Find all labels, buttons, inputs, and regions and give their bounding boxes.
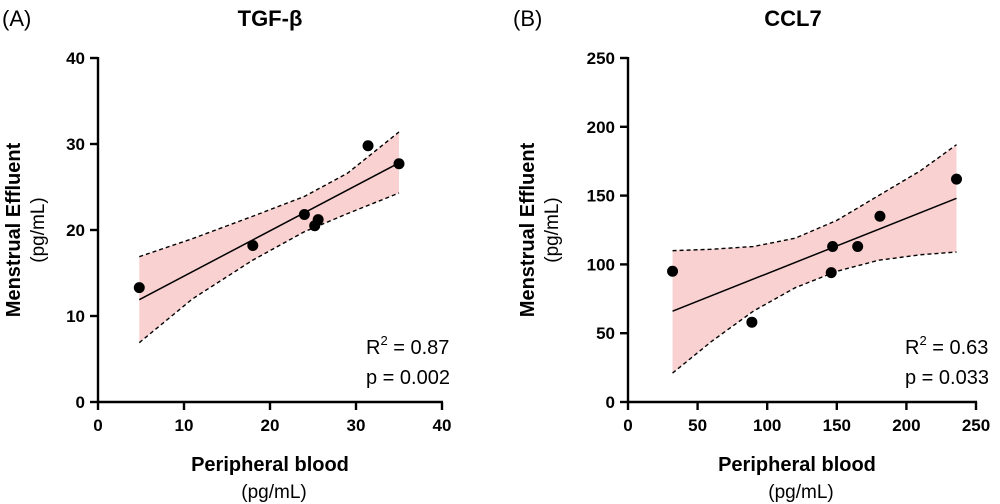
panel-b-ci-lower-line bbox=[672, 251, 957, 374]
panel-a-x-tick-label: 10 bbox=[175, 416, 194, 435]
panel-b-data-point bbox=[825, 267, 837, 279]
panel-b-ci-upper-line bbox=[672, 144, 957, 252]
panel-b-y-tick-label: 50 bbox=[596, 324, 615, 343]
panel-b-r-squared-value: = 0.63 bbox=[927, 337, 989, 359]
panel-b-y-tick-label: 250 bbox=[587, 49, 615, 68]
panel-a-data-point bbox=[393, 158, 405, 170]
panel-a-y-axis-unit: (pg/mL) bbox=[28, 197, 49, 262]
panel-a-y-axis-title: Menstrual Effluent bbox=[3, 142, 25, 317]
panel-a-y-tick-label: 0 bbox=[76, 393, 85, 412]
panel-b-r-squared-letter: R bbox=[905, 337, 919, 359]
panel-b-data-point bbox=[874, 210, 886, 222]
panel-a: (A) TGF-β Peripheral blood (pg/mL) Menst… bbox=[2, 6, 450, 503]
panel-a-regression-line bbox=[138, 162, 400, 301]
panel-a-ci-lower-line bbox=[138, 192, 400, 344]
panel-a-confidence-band bbox=[139, 131, 399, 343]
panel-b-label: (B) bbox=[513, 6, 542, 31]
panel-b-y-tick-label: 0 bbox=[606, 393, 615, 412]
panel-b-p-value: p = 0.033 bbox=[905, 367, 989, 389]
panel-a-data-point bbox=[298, 209, 310, 221]
panel-b-x-tick-label: 50 bbox=[688, 416, 707, 435]
panel-a-y-tick-label: 40 bbox=[66, 49, 85, 68]
panel-a-x-tick-label: 40 bbox=[433, 416, 452, 435]
panel-b-y-tick-label: 200 bbox=[587, 118, 615, 137]
panel-a-x-tick-label: 20 bbox=[261, 416, 280, 435]
panel-a-x-tick-label: 30 bbox=[347, 416, 366, 435]
panel-b-plot: 0 50 100 150 200 250 0 50 100 150 200 250 bbox=[587, 49, 991, 435]
panel-b-data-point bbox=[951, 173, 963, 185]
panel-a-x-axis-title: Peripheral blood bbox=[191, 454, 349, 476]
panel-a-data-point bbox=[362, 140, 374, 152]
panel-a-p-value: p = 0.002 bbox=[366, 367, 450, 389]
panel-b-y-axis-title: Menstrual Effluent bbox=[517, 142, 539, 317]
panel-b-data-point bbox=[667, 265, 679, 277]
panel-b-r-squared: R2 = 0.63 bbox=[905, 333, 988, 359]
panel-a-y-tick-label: 10 bbox=[66, 307, 85, 326]
panel-a-data-point bbox=[247, 239, 259, 251]
panel-a-y-tick-label: 30 bbox=[66, 135, 85, 154]
panel-b-data-point bbox=[852, 241, 864, 253]
panel-a-r-squared: R2 = 0.87 bbox=[366, 333, 449, 359]
panel-a-r-squared-value: = 0.87 bbox=[388, 337, 450, 359]
panel-b-y-axis-unit: (pg/mL) bbox=[542, 197, 563, 262]
panel-a-ci-upper-line bbox=[139, 131, 400, 258]
panel-b-x-tick-label: 100 bbox=[753, 416, 781, 435]
panel-b-x-axis-unit: (pg/mL) bbox=[768, 482, 833, 503]
panel-b-y-tick-label: 150 bbox=[587, 187, 615, 206]
panel-a-r-squared-letter: R bbox=[366, 337, 380, 359]
panel-a-data-point bbox=[133, 282, 145, 294]
panel-a-y-tick-label: 20 bbox=[66, 221, 85, 240]
panel-b-confidence-band bbox=[672, 144, 957, 374]
panel-b-x-tick-label: 0 bbox=[623, 416, 632, 435]
panel-b-r-squared-sup: 2 bbox=[919, 333, 926, 348]
panel-b-title: CCL7 bbox=[764, 6, 821, 31]
panel-a-plot: 0 10 20 30 40 0 10 20 30 40 bbox=[66, 49, 451, 435]
panel-a-x-axis-unit: (pg/mL) bbox=[241, 482, 306, 503]
panel-a-title: TGF-β bbox=[238, 6, 303, 31]
panel-b-x-tick-label: 150 bbox=[823, 416, 851, 435]
panel-a-data-point bbox=[312, 214, 324, 226]
panel-b-y-tick-label: 100 bbox=[587, 255, 615, 274]
panel-b-data-point bbox=[827, 241, 839, 253]
panel-b-x-axis-title: Peripheral blood bbox=[718, 454, 876, 476]
panel-a-label: (A) bbox=[2, 6, 31, 31]
panel-b-data-point bbox=[746, 316, 758, 328]
panel-b-x-tick-label: 200 bbox=[892, 416, 920, 435]
panel-a-r-squared-sup: 2 bbox=[380, 333, 387, 348]
panel-a-x-tick-label: 0 bbox=[93, 416, 102, 435]
panel-b: (B) CCL7 Peripheral blood (pg/mL) Menstr… bbox=[513, 6, 989, 503]
panel-b-regression-line bbox=[672, 197, 957, 312]
panel-b-x-tick-label: 250 bbox=[962, 416, 990, 435]
